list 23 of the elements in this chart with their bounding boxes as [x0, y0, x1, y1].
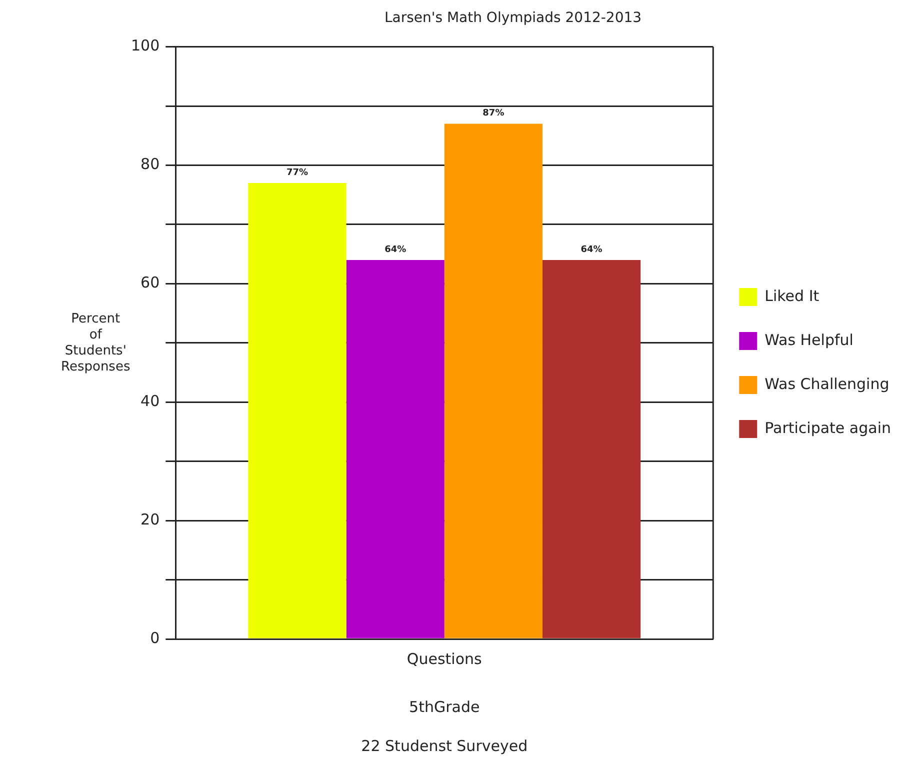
bar — [444, 124, 542, 638]
x-tick-label: Questions — [406, 650, 482, 668]
y-tick-label: 0 — [150, 628, 160, 647]
y-tick-label: 80 — [140, 155, 160, 174]
data-label: 77% — [286, 168, 308, 178]
y-axis-title: Percent of Students' Responses — [61, 311, 130, 374]
y-tick-label: 100 — [130, 36, 160, 55]
bar — [248, 183, 346, 638]
y-tick-label: 20 — [140, 510, 160, 528]
legend-label: Was Challenging — [764, 374, 890, 393]
legend-label: Participate again — [764, 418, 892, 437]
x-axis-title: 5thGrade — [409, 698, 480, 716]
data-label: 64% — [384, 244, 406, 255]
data-label: 64% — [580, 244, 602, 255]
y-tick-label: 40 — [140, 392, 160, 410]
legend-label: Liked It — [764, 286, 820, 305]
legend-label: Was Helpful — [764, 330, 854, 349]
data-label: 87% — [482, 108, 504, 119]
chart-title: Larsen's Math Olympiads 2012-2013 — [384, 10, 642, 26]
bar — [542, 260, 641, 638]
bar — [346, 260, 444, 638]
y-tick-label: 60 — [140, 274, 160, 292]
text: 22 Studenst Surveyed — [361, 736, 528, 755]
